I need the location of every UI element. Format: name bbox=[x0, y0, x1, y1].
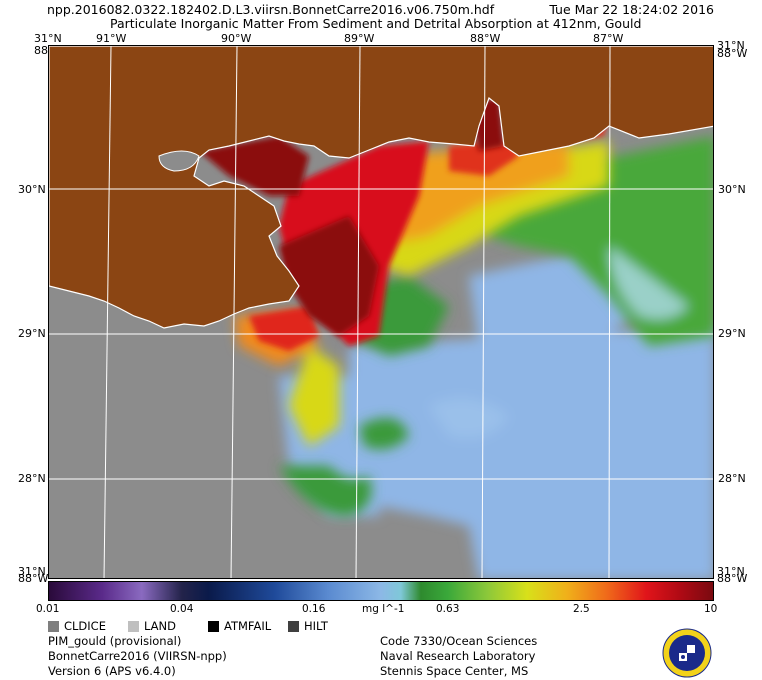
legend-atmfail: ATMFAIL bbox=[208, 619, 271, 633]
footer-left: PIM_gould (provisional) BonnetCarre2016 … bbox=[48, 634, 227, 679]
colorbar-tick-4: 2.5 bbox=[573, 603, 590, 615]
lon-label-88w: 88°W bbox=[470, 32, 501, 45]
lat-label-bottom-right: 31°N bbox=[717, 565, 745, 578]
lon-label-bottom-left: 88°W bbox=[18, 572, 49, 585]
legend-hilt-label: HILT bbox=[304, 619, 328, 633]
colorbar bbox=[48, 581, 714, 601]
colorbar-tick-3: 0.63 bbox=[436, 603, 460, 615]
product-title: Particulate Inorganic Matter From Sedime… bbox=[110, 16, 642, 31]
lat-label-30n-left: 30°N bbox=[18, 183, 46, 196]
legend-land: LAND bbox=[128, 619, 176, 633]
colorbar-tick-0: 0.01 bbox=[36, 603, 60, 615]
lat-label-bottom-left: 31°N bbox=[18, 565, 46, 578]
lat-label-30n-right: 30°N bbox=[718, 183, 746, 196]
product-name: PIM_gould (provisional) bbox=[48, 634, 182, 648]
version: Version 6 (APS v6.4.0) bbox=[48, 664, 176, 678]
cldice-swatch bbox=[48, 620, 59, 632]
lon-label-top-right: 88°W bbox=[717, 47, 748, 60]
lake bbox=[158, 150, 200, 172]
lon-label-bottom-right: 88°W bbox=[717, 572, 748, 585]
org-name: Naval Research Laboratory bbox=[380, 649, 536, 663]
lon-label-90w: 90°W bbox=[221, 32, 252, 45]
colorbar-tick-1: 0.04 bbox=[170, 603, 194, 615]
lat-label-28n-right: 28°N bbox=[718, 472, 746, 485]
lat-label-29n-right: 29°N bbox=[718, 327, 746, 340]
colorbar-units: mg l^-1 bbox=[362, 603, 405, 615]
legend-hilt: HILT bbox=[288, 619, 328, 633]
land-swatch bbox=[128, 620, 139, 632]
colorbar-tick-5: 10 bbox=[704, 603, 718, 615]
legend-land-label: LAND bbox=[144, 619, 176, 633]
lat-label-top-right: 31°N bbox=[717, 39, 745, 52]
legend-atmfail-label: ATMFAIL bbox=[224, 619, 272, 633]
lon-label-91w: 91°W bbox=[96, 32, 127, 45]
nrl-seal-icon bbox=[662, 628, 712, 678]
satellite-map[interactable] bbox=[48, 45, 714, 579]
lat-label-28n-left: 28°N bbox=[18, 472, 46, 485]
legend-cldice: CLDICE bbox=[48, 619, 106, 633]
file-name: npp.2016082.0322.182402.D.L3.viirsn.Bonn… bbox=[47, 2, 495, 17]
lon-label-89w: 89°W bbox=[344, 32, 375, 45]
org-code: Code 7330/Ocean Sciences bbox=[380, 634, 538, 648]
colorbar-tick-2: 0.16 bbox=[302, 603, 326, 615]
lat-label-top-left: 31°N bbox=[34, 32, 62, 45]
footer-right: Code 7330/Ocean Sciences Naval Research … bbox=[380, 634, 537, 679]
legend-cldice-label: CLDICE bbox=[64, 619, 106, 633]
lat-label-29n-left: 29°N bbox=[18, 327, 46, 340]
lon-label-87w: 87°W bbox=[593, 32, 624, 45]
graticule bbox=[49, 46, 713, 578]
org-location: Stennis Space Center, MS bbox=[380, 664, 529, 678]
timestamp: Tue Mar 22 18:24:02 2016 bbox=[549, 2, 714, 17]
hilt-swatch bbox=[288, 620, 299, 632]
land-mass bbox=[49, 46, 713, 329]
atmfail-swatch bbox=[208, 620, 219, 632]
region-name: BonnetCarre2016 (VIIRSN-npp) bbox=[48, 649, 227, 663]
